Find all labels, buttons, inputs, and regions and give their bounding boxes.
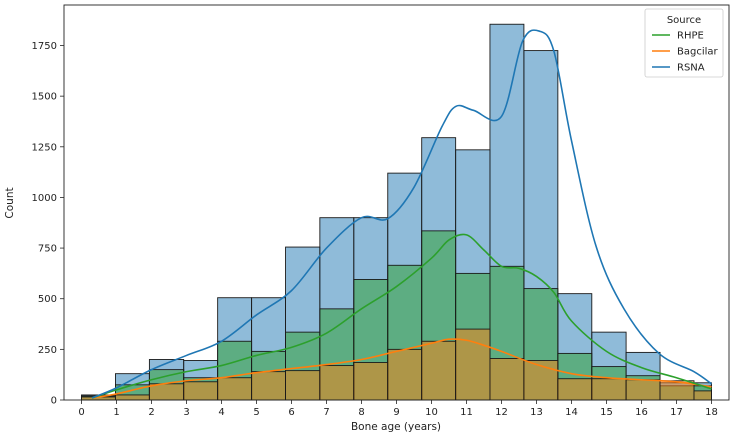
y-tick-label-1250: 1250 — [32, 142, 57, 153]
bar-bagcilar-4 — [217, 377, 253, 401]
y-axis: 0 250 500 750 1000 1250 1500 1750 — [32, 41, 64, 407]
x-axis: 0 1 2 3 4 5 6 7 8 9 10 11 12 13 14 15 16 17 18 — [78, 400, 718, 418]
kde-layer — [91, 29, 712, 399]
kde-line-rsna — [91, 29, 712, 399]
bar-bagcilar-14 — [557, 378, 593, 401]
bar-bagcilar-12 — [489, 358, 525, 401]
x-tick-label-11: 11 — [460, 407, 473, 418]
x-tick-label-3: 3 — [183, 407, 189, 418]
y-axis-label: Count — [4, 187, 16, 218]
bar-bagcilar-16 — [625, 379, 661, 401]
legend-title: Source — [667, 15, 701, 26]
x-tick-label-10: 10 — [425, 407, 438, 418]
x-tick-label-7: 7 — [323, 407, 329, 418]
x-tick-label-1: 1 — [113, 407, 119, 418]
x-tick-label-14: 14 — [565, 407, 578, 418]
bar-bagcilar-8 — [353, 362, 389, 401]
bar-bagcilar-2 — [148, 383, 185, 401]
x-tick-label-13: 13 — [530, 407, 543, 418]
y-tick-label-1500: 1500 — [32, 92, 57, 103]
y-tick-label-1750: 1750 — [32, 41, 57, 52]
bar-bagcilar-5 — [251, 371, 287, 401]
x-tick-label-6: 6 — [288, 407, 294, 418]
legend-label-bagcilar: Bagcilar — [677, 47, 719, 58]
x-tick-label-12: 12 — [495, 407, 508, 418]
x-tick-label-4: 4 — [218, 407, 224, 418]
bar-bagcilar-1 — [114, 394, 150, 401]
x-tick-label-16: 16 — [635, 407, 648, 418]
x-tick-label-8: 8 — [358, 407, 364, 418]
y-tick-label-0: 0 — [51, 396, 57, 407]
x-tick-label-9: 9 — [393, 407, 399, 418]
kde-line-bagcilar — [91, 338, 712, 399]
bar-bagcilar-7 — [319, 365, 355, 401]
bars-layer — [81, 23, 712, 401]
x-tick-label-17: 17 — [670, 407, 683, 418]
y-tick-label-250: 250 — [38, 345, 57, 356]
x-tick-label-5: 5 — [253, 407, 259, 418]
bar-bagcilar-3 — [183, 381, 219, 401]
y-tick-label-750: 750 — [38, 244, 57, 255]
y-tick-label-1000: 1000 — [32, 193, 57, 204]
bar-bagcilar-6 — [285, 370, 321, 401]
legend-label-rsna: RSNA — [677, 63, 705, 74]
x-tick-label-2: 2 — [148, 407, 154, 418]
kde-line-rhpe — [91, 233, 712, 399]
legend-frame — [644, 8, 724, 78]
bar-bagcilar-15 — [591, 378, 627, 401]
x-tick-label-18: 18 — [705, 407, 718, 418]
legend: Source RHPE Bagcilar RSNA — [644, 8, 724, 78]
bar-bagcilar-10 — [421, 340, 457, 401]
bar-bagcilar-9 — [387, 348, 423, 401]
bar-bagcilar-18 — [693, 390, 712, 401]
y-tick-label-500: 500 — [38, 294, 57, 305]
x-axis-label: Bone age (years) — [351, 421, 441, 433]
legend-label-rhpe: RHPE — [677, 31, 704, 42]
x-tick-label-15: 15 — [600, 407, 613, 418]
x-tick-label-0: 0 — [78, 407, 84, 418]
